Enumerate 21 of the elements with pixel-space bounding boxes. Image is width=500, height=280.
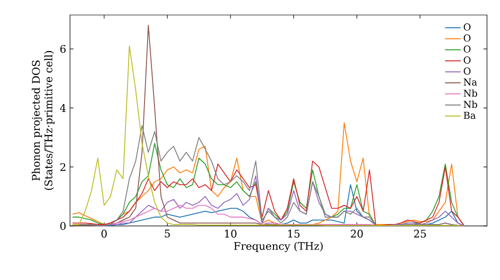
y-axis-title: Phonon projected DOS (States/THz·primitive cell) (32, 51, 54, 190)
legend-label: Nb (464, 100, 478, 108)
y-tick-label: 0 (60, 222, 66, 230)
x-axis-title: Frequency (THz) (234, 242, 323, 252)
x-tick-label: 15 (288, 230, 300, 238)
x-tick-label: 5 (164, 230, 170, 238)
x-tick-label: 25 (414, 230, 426, 238)
legend-label: O (464, 68, 470, 75)
x-tick-label: 0 (101, 230, 107, 238)
y-tick-label: 6 (60, 44, 66, 53)
y-tick-label: 4 (60, 104, 66, 112)
legend-label: O (464, 23, 470, 31)
legend-label: Nb (464, 89, 478, 97)
legend-label: Na (464, 78, 477, 86)
x-tick-label: 10 (225, 230, 236, 238)
y-tick-label: 2 (60, 163, 66, 171)
x-tick-label: 20 (350, 230, 363, 238)
legend-label: Ba (464, 112, 476, 119)
legend-label: O (464, 45, 470, 53)
legend-label: O (464, 34, 470, 42)
legend-label: O (464, 56, 470, 64)
